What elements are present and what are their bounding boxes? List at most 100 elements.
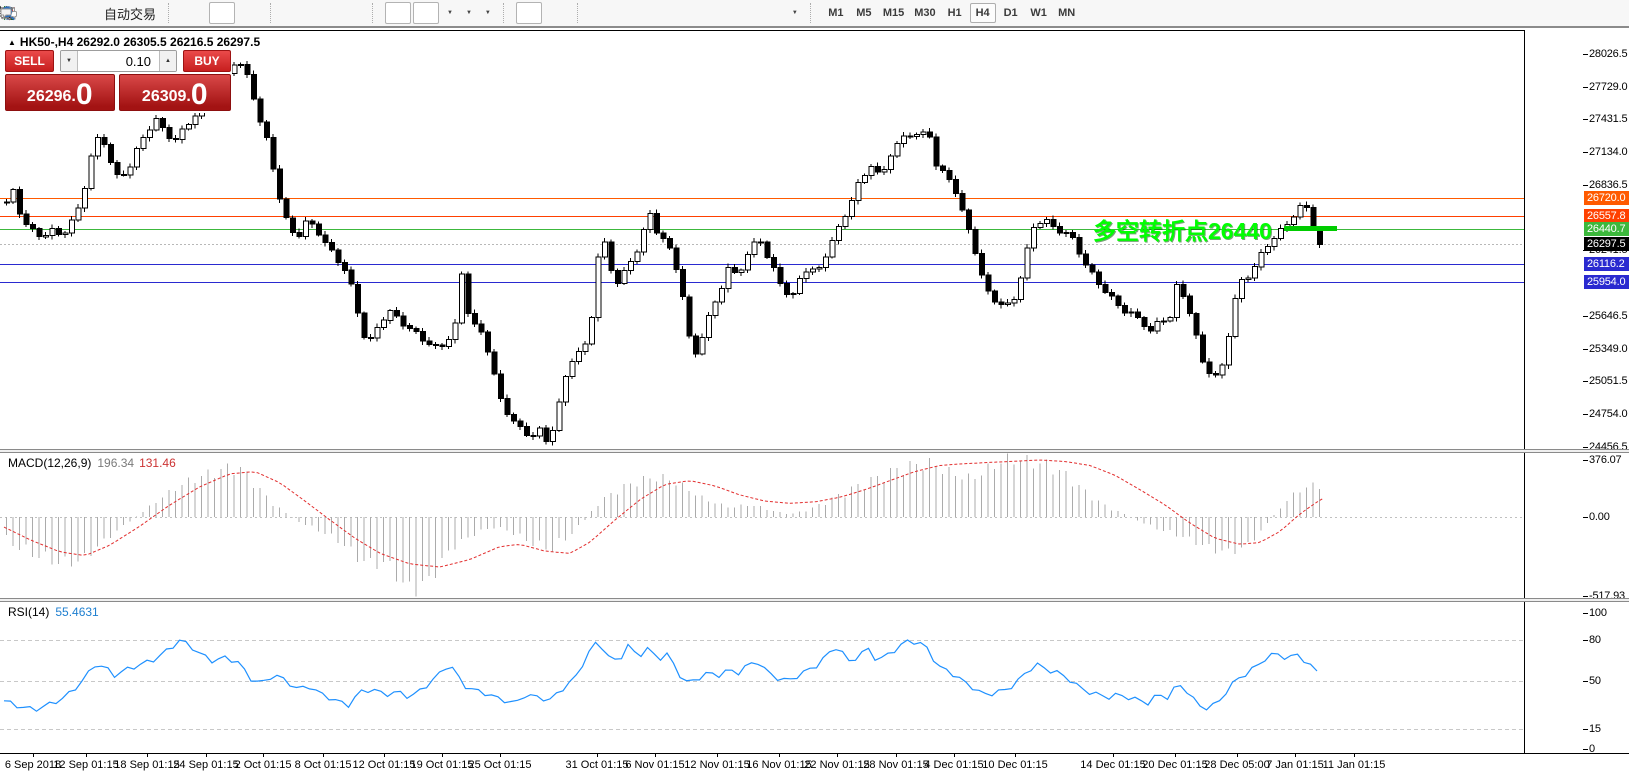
sell-price-main: 26296 — [26, 88, 72, 105]
rsi-value: 55.4631 — [55, 605, 99, 619]
fibonacci-button[interactable]: F — [2, 2, 728, 24]
timeframe-m30[interactable]: M30 — [910, 3, 939, 23]
zoom-in-button[interactable] — [2, 2, 309, 24]
auto-scroll-button[interactable] — [1, 2, 412, 24]
buy-price-box[interactable]: 26309. 0 — [118, 74, 231, 111]
trendline-button[interactable] — [2, 2, 672, 24]
time-tick-label: 4 Dec 01:15 — [924, 759, 984, 771]
axis-tick — [1583, 728, 1588, 730]
toolbar-grip — [502, 3, 511, 23]
price-level-tag: 26440.7 — [1584, 221, 1629, 236]
time-tick — [1015, 754, 1016, 757]
axis-tick — [1583, 517, 1588, 518]
time-tick — [86, 754, 87, 757]
zoom-out-button[interactable] — [2, 2, 337, 24]
timeframe-m5[interactable]: M5 — [851, 3, 877, 23]
collapse-icon[interactable]: ▲ — [8, 38, 16, 47]
gold-book-button[interactable] — [1, 2, 41, 24]
candlestick-button[interactable] — [2, 2, 236, 24]
bar-chart-button[interactable] — [3, 2, 207, 24]
axis-tick-label: 27134.0 — [1589, 146, 1628, 159]
time-tick-label: 28 Dec 05:00 — [1204, 759, 1270, 771]
time-tick — [779, 754, 780, 757]
time-tick-label: 6 Nov 01:15 — [625, 759, 685, 771]
time-tick-label: 12 Nov 01:15 — [684, 759, 750, 771]
axis-tick-label: 27729.0 — [1589, 80, 1628, 93]
chart-title: ▲ HK50-,H4 26292.0 26305.5 26216.5 26297.… — [8, 35, 260, 49]
autotrading-button[interactable]: 自动交易 — [2, 2, 161, 24]
axis-tick — [1583, 446, 1588, 448]
cursor-button[interactable] — [5, 2, 542, 24]
timeframe-h1[interactable]: H1 — [942, 3, 968, 23]
equidistant-channel-button[interactable]: E — [1, 2, 700, 24]
arrows-button[interactable]: ▼ — [1, 2, 803, 24]
time-tick-label: 20 Dec 01:15 — [1142, 759, 1208, 771]
time-tick — [384, 754, 385, 757]
timeframe-m1[interactable]: M1 — [823, 3, 849, 23]
crosshair-button[interactable] — [1, 2, 570, 24]
timeframe-mn[interactable]: MN — [1054, 3, 1080, 23]
rsi-name: RSI(14) — [8, 605, 50, 619]
chart-annotation-text[interactable]: 多空转折点26440 — [1093, 218, 1272, 244]
tile-windows-button[interactable] — [1, 2, 365, 24]
price-axis[interactable]: 28026.527729.027431.527134.026836.526241… — [1524, 30, 1629, 755]
volume-up-icon[interactable]: ▲ — [159, 51, 176, 71]
text-button[interactable]: A — [4, 2, 756, 24]
buy-button[interactable]: BUY — [183, 50, 231, 72]
macd-panel-chart[interactable] — [0, 453, 1629, 598]
text-label-button[interactable]: T — [1, 2, 784, 24]
panel-splitter[interactable] — [0, 598, 1629, 602]
timeframe-h4[interactable]: H4 — [969, 3, 996, 23]
axis-tick-label: 50 — [1589, 675, 1601, 687]
time-tick-label: 2 Oct 01:15 — [234, 759, 292, 771]
volume-down-icon[interactable]: ▼ — [61, 51, 78, 71]
axis-tick-label: 376.07 — [1589, 453, 1622, 466]
vertical-line-button[interactable] — [7, 2, 616, 24]
volume-value[interactable]: 0.10 — [78, 51, 159, 71]
axis-tick — [1583, 381, 1588, 383]
price-level-tag: 25954.0 — [1584, 275, 1629, 290]
metaeditor-button[interactable] — [1, 2, 69, 24]
time-tick — [323, 754, 324, 757]
time-tick — [1237, 754, 1238, 757]
chart-shift-button[interactable] — [0, 2, 440, 24]
templates-button[interactable]: ▼ — [1, 2, 496, 24]
toolbar-grip — [372, 3, 380, 23]
timeframe-m15[interactable]: M15 — [879, 3, 908, 23]
search-button[interactable] — [1, 2, 1594, 24]
axis-tick — [1583, 749, 1588, 750]
time-tick — [263, 754, 264, 757]
axis-tick — [1583, 184, 1588, 186]
sell-button[interactable]: SELL — [5, 50, 54, 72]
buy-price-dot: . — [186, 88, 191, 105]
time-tick — [1113, 754, 1114, 757]
panel-splitter[interactable] — [0, 449, 1629, 453]
periods-button[interactable]: ▼ — [1, 2, 477, 24]
axis-tick — [1583, 681, 1588, 682]
sell-price-box[interactable]: 26296. 0 — [5, 74, 115, 111]
axis-tick — [1583, 315, 1588, 317]
toolbar-right — [0, 2, 1623, 24]
axis-tick — [1583, 152, 1588, 154]
axis-tick — [1583, 595, 1588, 597]
signals-button[interactable] — [2, 2, 97, 24]
price-level-tag: 26720.0 — [1584, 190, 1629, 205]
timeframe-d1[interactable]: D1 — [998, 3, 1024, 23]
horizontal-line-button[interactable] — [2, 2, 644, 24]
indicators-button[interactable]: ▼ — [1, 2, 458, 24]
line-chart-button[interactable] — [1, 2, 263, 24]
timeframe-group: M1 M5 M15 M30 H1 H4 D1 W1 MN — [822, 3, 1081, 23]
rsi-label: RSI(14) 55.4631 — [8, 605, 99, 619]
main-price-chart[interactable] — [0, 30, 1629, 449]
time-axis[interactable]: 6 Sep 2018 12 Sep 01:15 18 Sep 01:15 24 Sep… — [0, 753, 1629, 774]
chat-button[interactable] — [0, 2, 1622, 24]
rsi-panel-chart[interactable] — [0, 602, 1629, 753]
chat-icon — [0, 8, 17, 20]
macd-value-main: 196.34 — [97, 456, 135, 470]
axis-tick-label: 24754.0 — [1589, 408, 1628, 421]
time-tick-label: 11 Jan 01:15 — [1322, 759, 1386, 771]
price-level-tag: 26116.2 — [1584, 257, 1629, 272]
timeframe-w1[interactable]: W1 — [1026, 3, 1052, 23]
sell-price-pip: 0 — [75, 78, 93, 111]
